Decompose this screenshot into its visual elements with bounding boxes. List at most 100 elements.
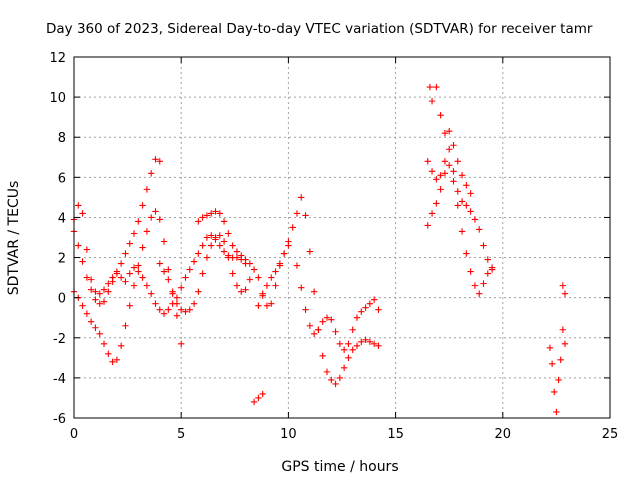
data-point (424, 158, 431, 165)
data-point (203, 234, 211, 241)
data-point (306, 248, 314, 255)
data-point (259, 292, 266, 299)
data-point (358, 338, 365, 345)
data-point (186, 266, 193, 273)
data-point (152, 300, 159, 307)
data-point (173, 300, 181, 307)
data-point (182, 274, 189, 281)
data-point (233, 248, 241, 255)
data-point (458, 228, 466, 235)
data-point (242, 256, 249, 263)
data-point (546, 344, 554, 352)
data-point (441, 158, 449, 165)
y-tick-label: 4 (58, 211, 66, 226)
data-point (353, 314, 361, 321)
data-point (255, 394, 262, 402)
data-point (272, 282, 279, 289)
data-point (250, 398, 258, 406)
data-point (467, 208, 474, 215)
data-point (208, 210, 215, 217)
data-point (122, 250, 129, 257)
data-point (263, 302, 271, 309)
data-point (143, 228, 151, 235)
data-point (156, 216, 163, 223)
data-point (328, 316, 335, 323)
data-point (458, 198, 466, 205)
y-tick-label: 10 (49, 91, 66, 106)
data-point (229, 270, 236, 277)
data-point (122, 278, 129, 285)
data-point (165, 266, 172, 273)
data-point (345, 354, 352, 362)
data-point (446, 162, 453, 169)
data-point (143, 282, 151, 289)
data-point (272, 268, 279, 275)
data-point (139, 244, 146, 251)
data-point (484, 256, 491, 263)
plot-frame (73, 56, 611, 419)
data-point (328, 376, 335, 384)
data-point (463, 182, 470, 189)
data-point (79, 302, 86, 309)
data-point (375, 306, 382, 313)
data-point (96, 300, 103, 307)
data-point (156, 158, 163, 165)
data-point (113, 268, 121, 275)
data-point (559, 326, 567, 333)
data-point (302, 306, 309, 313)
data-point (366, 300, 374, 307)
data-point (366, 338, 374, 345)
data-point (437, 172, 444, 179)
data-point (186, 306, 193, 313)
data-point (83, 310, 91, 317)
data-point (446, 146, 453, 153)
data-point (428, 168, 436, 175)
data-point (426, 83, 434, 91)
x-tick-label: 10 (280, 427, 297, 442)
data-point (428, 210, 436, 217)
y-tick-label: 6 (58, 171, 66, 186)
data-point (220, 248, 228, 255)
data-point (293, 210, 301, 217)
data-point (165, 306, 172, 313)
data-point (238, 252, 245, 259)
data-point (353, 342, 361, 349)
data-point (484, 270, 491, 277)
data-point (87, 286, 95, 293)
data-point (195, 218, 202, 225)
data-point (135, 268, 142, 275)
data-point (160, 238, 168, 245)
data-point (555, 376, 562, 384)
data-point (551, 388, 558, 396)
data-point (467, 268, 474, 275)
data-point (117, 342, 125, 349)
data-point (152, 156, 159, 163)
data-point (433, 83, 440, 91)
y-axis-label: SDTVAR / TECUs (6, 181, 22, 296)
data-point (147, 290, 155, 297)
data-point (454, 158, 461, 165)
data-point (109, 274, 116, 281)
data-point (306, 322, 314, 329)
data-point (203, 254, 211, 261)
data-point (105, 280, 112, 287)
y-tick-label: -6 (53, 412, 66, 427)
data-point (480, 280, 487, 287)
y-tick-label: 8 (58, 131, 66, 146)
data-point (450, 178, 457, 185)
data-point (370, 340, 378, 347)
data-point (147, 170, 155, 177)
data-point (289, 224, 296, 231)
data-point (169, 288, 176, 295)
data-point (480, 242, 487, 249)
data-point (199, 270, 206, 277)
data-point (173, 312, 181, 319)
data-point (105, 350, 112, 358)
data-point (160, 310, 168, 317)
data-point (454, 202, 461, 209)
data-point (437, 186, 444, 193)
data-point (471, 216, 479, 223)
data-point (190, 258, 198, 265)
data-point (336, 340, 344, 347)
